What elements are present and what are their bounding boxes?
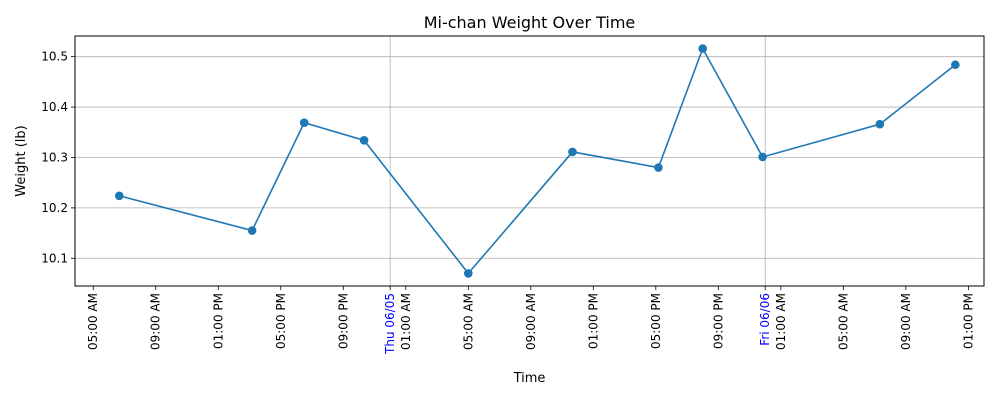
y-axis-ticks: 10.1 10.2 10.3 10.4 10.5 (41, 50, 75, 265)
x-tick-label: 01:00 PM (211, 293, 225, 349)
x-tick-label: 09:00 PM (336, 293, 350, 349)
y-tick-label: 10.5 (41, 50, 68, 64)
x-tick-label: 09:00 AM (149, 293, 163, 350)
data-point (654, 163, 663, 172)
day-marker-label: Fri 06/06 (758, 293, 772, 346)
x-tick-label: 01:00 PM (961, 293, 975, 349)
data-point (463, 269, 473, 278)
x-tick-label: 05:00 AM (836, 293, 850, 350)
series-layer (114, 44, 960, 278)
day-marker-label: Thu 06/05 (383, 293, 397, 355)
plot-area-frame (74, 35, 985, 287)
x-tick-label: 05:00 PM (274, 293, 288, 349)
y-axis-label: Weight (lb) (14, 125, 29, 196)
data-point (758, 152, 767, 162)
data-point (114, 191, 124, 201)
x-tick-label: 01:00 AM (774, 293, 788, 350)
y-tick-label: 10.2 (41, 201, 68, 215)
chart-title: Mi-chan Weight Over Time (424, 13, 636, 32)
x-tick-label: 01:00 PM (586, 293, 600, 349)
x-axis-ticks: Thu 06/05 Fri 06/06 05:00 AM 09:00 AM 01:00 … (86, 286, 975, 355)
data-point (299, 118, 309, 127)
data-point (359, 136, 369, 145)
data-point (951, 60, 960, 70)
grid-lines (75, 36, 984, 286)
data-point (698, 44, 708, 53)
data-point (247, 226, 257, 235)
data-point (875, 119, 885, 129)
x-axis-label: Time (513, 371, 546, 386)
x-tick-label: 05:00 AM (86, 293, 100, 350)
x-tick-label: 05:00 PM (649, 293, 663, 349)
x-tick-label: 01:00 AM (399, 293, 413, 350)
x-tick-label: 09:00 AM (524, 293, 538, 350)
y-tick-label: 10.1 (41, 251, 68, 265)
x-tick-label: 05:00 AM (461, 293, 475, 350)
x-tick-label: 09:00 PM (711, 293, 725, 349)
y-tick-label: 10.3 (41, 150, 68, 164)
y-tick-label: 10.4 (41, 100, 68, 114)
data-point (568, 147, 577, 157)
x-tick-label: 09:00 AM (899, 293, 913, 350)
